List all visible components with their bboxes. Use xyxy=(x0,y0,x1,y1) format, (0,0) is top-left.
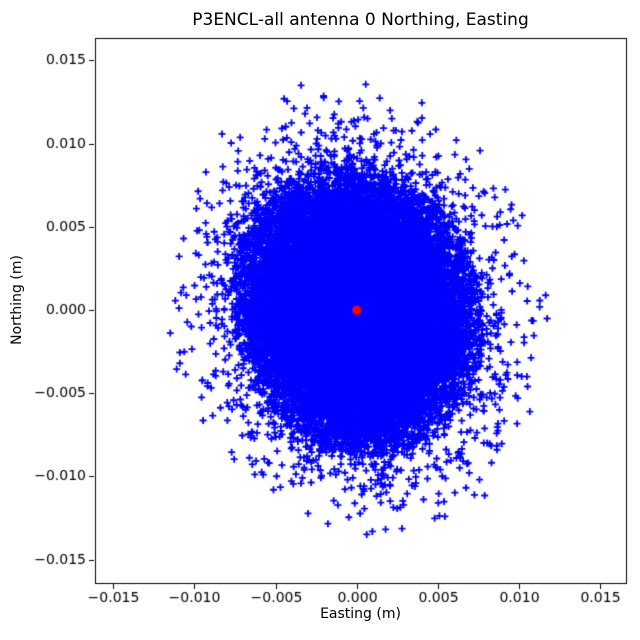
chart-title: P3ENCL-all antenna 0 Northing, Easting xyxy=(192,10,529,30)
x-axis-label: Easting (m) xyxy=(320,606,401,622)
y-axis-label: Northing (m) xyxy=(9,255,25,345)
